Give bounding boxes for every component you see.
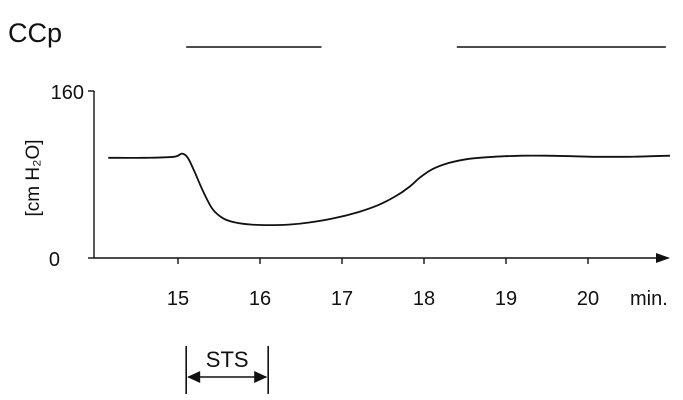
x-axis-unit: min. <box>630 288 668 310</box>
y-tick-label-bottom: 0 <box>49 249 60 271</box>
x-tick-label-17: 17 <box>331 288 353 310</box>
x-tick-label-15: 15 <box>167 288 189 310</box>
y-tick-label-top: 160 <box>51 82 84 104</box>
x-tick-label-18: 18 <box>413 288 435 310</box>
y-axis-label: [cm H₂O] <box>23 139 44 216</box>
sts-arrowhead-left <box>187 371 201 383</box>
series-line <box>108 152 671 226</box>
sts-interval: STS <box>185 346 270 394</box>
sts-label: STS <box>206 347 249 372</box>
x-tick-label-19: 19 <box>495 288 517 310</box>
chart-title: CCp <box>8 18 62 48</box>
x-tick-label-20: 20 <box>577 288 599 310</box>
x-ticks: 15 16 17 18 19 20 <box>167 258 599 310</box>
sts-arrowhead-right <box>254 371 268 383</box>
x-tick-label-16: 16 <box>249 288 271 310</box>
